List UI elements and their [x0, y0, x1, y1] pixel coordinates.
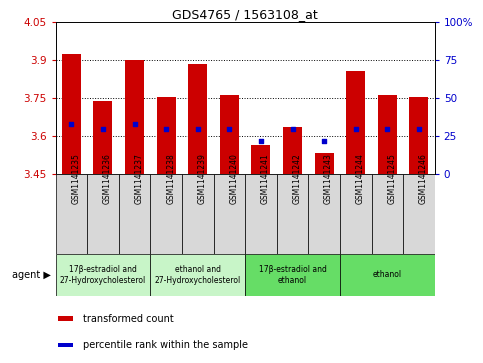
Bar — [245, 254, 340, 296]
Text: agent ▶: agent ▶ — [12, 270, 51, 280]
Point — [131, 121, 139, 127]
Bar — [56, 254, 150, 296]
Bar — [308, 174, 340, 254]
Text: GSM1141237: GSM1141237 — [135, 153, 143, 204]
Bar — [245, 174, 277, 254]
Bar — [378, 95, 397, 174]
Bar — [213, 174, 245, 254]
Bar — [87, 174, 119, 254]
Text: percentile rank within the sample: percentile rank within the sample — [83, 340, 248, 350]
Bar — [403, 174, 435, 254]
Text: GSM1141245: GSM1141245 — [387, 153, 397, 204]
Bar — [340, 254, 435, 296]
Bar — [119, 174, 150, 254]
Title: GDS4765 / 1563108_at: GDS4765 / 1563108_at — [172, 8, 318, 21]
Bar — [57, 317, 73, 321]
Bar — [150, 254, 245, 296]
Point — [352, 126, 359, 131]
Text: GSM1141244: GSM1141244 — [355, 153, 365, 204]
Bar — [340, 174, 371, 254]
Text: GSM1141241: GSM1141241 — [261, 153, 270, 204]
Bar — [150, 174, 182, 254]
Bar — [346, 72, 365, 174]
Text: GSM1141238: GSM1141238 — [166, 153, 175, 204]
Bar — [125, 60, 144, 174]
Text: GSM1141235: GSM1141235 — [71, 153, 80, 204]
Point — [194, 126, 201, 131]
Bar — [314, 152, 334, 174]
Bar — [182, 174, 213, 254]
Text: GSM1141236: GSM1141236 — [103, 153, 112, 204]
Text: GSM1141240: GSM1141240 — [229, 153, 238, 204]
Bar — [94, 101, 113, 174]
Bar — [220, 95, 239, 174]
Bar — [283, 127, 302, 174]
Point — [415, 126, 423, 131]
Text: GSM1141239: GSM1141239 — [198, 153, 207, 204]
Bar — [252, 145, 270, 174]
Text: ethanol: ethanol — [373, 270, 402, 280]
Bar — [277, 174, 308, 254]
Text: 17β-estradiol and
ethanol: 17β-estradiol and ethanol — [258, 265, 327, 285]
Bar — [56, 174, 87, 254]
Point — [320, 138, 328, 144]
Point — [99, 126, 107, 131]
Point — [289, 126, 297, 131]
Bar — [410, 97, 428, 174]
Text: transformed count: transformed count — [83, 314, 173, 324]
Bar — [188, 64, 207, 174]
Text: GSM1141242: GSM1141242 — [293, 153, 301, 204]
Bar — [62, 54, 81, 174]
Text: ethanol and
27-Hydroxycholesterol: ethanol and 27-Hydroxycholesterol — [155, 265, 241, 285]
Point — [257, 138, 265, 144]
Point — [384, 126, 391, 131]
Text: GSM1141246: GSM1141246 — [419, 153, 428, 204]
Text: 17β-estradiol and
27-Hydroxycholesterol: 17β-estradiol and 27-Hydroxycholesterol — [60, 265, 146, 285]
Bar — [57, 343, 73, 347]
Bar — [156, 97, 176, 174]
Point — [162, 126, 170, 131]
Point — [226, 126, 233, 131]
Point — [68, 121, 75, 127]
Text: GSM1141243: GSM1141243 — [324, 153, 333, 204]
Bar — [371, 174, 403, 254]
